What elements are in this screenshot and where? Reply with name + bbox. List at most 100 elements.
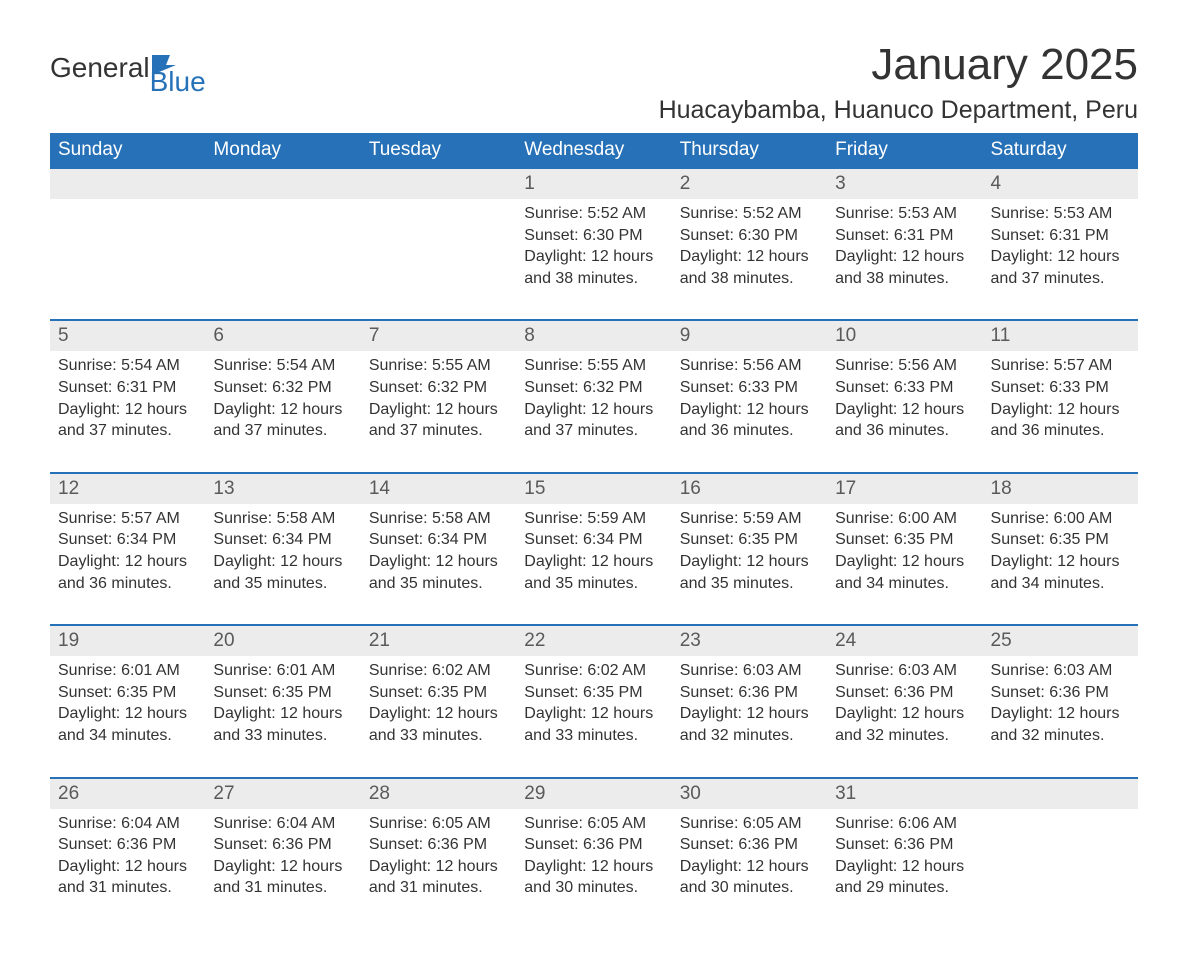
sunset-text: Sunset: 6:33 PM xyxy=(991,377,1130,399)
day-number: 8 xyxy=(516,321,671,351)
calendar-day-cell: 29Sunrise: 6:05 AMSunset: 6:36 PMDayligh… xyxy=(516,778,671,929)
calendar-header-row: Sunday Monday Tuesday Wednesday Thursday… xyxy=(50,133,1138,168)
calendar-day-cell: 10Sunrise: 5:56 AMSunset: 6:33 PMDayligh… xyxy=(827,320,982,472)
daylight-text: Daylight: 12 hours and 33 minutes. xyxy=(524,703,663,746)
day-header-wednesday: Wednesday xyxy=(516,133,671,168)
day-header-tuesday: Tuesday xyxy=(361,133,516,168)
day-content: Sunrise: 5:53 AMSunset: 6:31 PMDaylight:… xyxy=(827,199,982,319)
day-content: Sunrise: 6:01 AMSunset: 6:35 PMDaylight:… xyxy=(205,656,360,776)
calendar-week-row: 26Sunrise: 6:04 AMSunset: 6:36 PMDayligh… xyxy=(50,778,1138,929)
daylight-text: Daylight: 12 hours and 32 minutes. xyxy=(991,703,1130,746)
calendar-day-cell: 2Sunrise: 5:52 AMSunset: 6:30 PMDaylight… xyxy=(672,168,827,320)
logo-text-blue: Blue xyxy=(150,66,206,98)
daylight-text: Daylight: 12 hours and 37 minutes. xyxy=(524,399,663,442)
sunrise-text: Sunrise: 6:03 AM xyxy=(680,660,819,682)
sunset-text: Sunset: 6:34 PM xyxy=(213,529,352,551)
sunset-text: Sunset: 6:35 PM xyxy=(991,529,1130,551)
day-number: 30 xyxy=(672,779,827,809)
day-content: Sunrise: 6:04 AMSunset: 6:36 PMDaylight:… xyxy=(205,809,360,929)
calendar-day-cell: 30Sunrise: 6:05 AMSunset: 6:36 PMDayligh… xyxy=(672,778,827,929)
sunrise-text: Sunrise: 5:52 AM xyxy=(524,203,663,225)
calendar-day-cell: 1Sunrise: 5:52 AMSunset: 6:30 PMDaylight… xyxy=(516,168,671,320)
sunset-text: Sunset: 6:35 PM xyxy=(213,682,352,704)
daylight-text: Daylight: 12 hours and 32 minutes. xyxy=(835,703,974,746)
day-number: 17 xyxy=(827,474,982,504)
sunset-text: Sunset: 6:30 PM xyxy=(524,225,663,247)
calendar-day-cell: 17Sunrise: 6:00 AMSunset: 6:35 PMDayligh… xyxy=(827,473,982,625)
sunrise-text: Sunrise: 6:04 AM xyxy=(58,813,197,835)
calendar-day-cell: 12Sunrise: 5:57 AMSunset: 6:34 PMDayligh… xyxy=(50,473,205,625)
day-header-friday: Friday xyxy=(827,133,982,168)
calendar-day-cell: 22Sunrise: 6:02 AMSunset: 6:35 PMDayligh… xyxy=(516,625,671,777)
daylight-text: Daylight: 12 hours and 33 minutes. xyxy=(213,703,352,746)
day-number: 19 xyxy=(50,626,205,656)
sunrise-text: Sunrise: 6:02 AM xyxy=(369,660,508,682)
calendar-day-cell: 13Sunrise: 5:58 AMSunset: 6:34 PMDayligh… xyxy=(205,473,360,625)
sunrise-text: Sunrise: 6:03 AM xyxy=(991,660,1130,682)
sunset-text: Sunset: 6:35 PM xyxy=(524,682,663,704)
sunset-text: Sunset: 6:35 PM xyxy=(680,529,819,551)
calendar-day-cell: 3Sunrise: 5:53 AMSunset: 6:31 PMDaylight… xyxy=(827,168,982,320)
day-content: Sunrise: 5:56 AMSunset: 6:33 PMDaylight:… xyxy=(672,351,827,471)
sunrise-text: Sunrise: 5:58 AM xyxy=(213,508,352,530)
day-number: 26 xyxy=(50,779,205,809)
daylight-text: Daylight: 12 hours and 34 minutes. xyxy=(58,703,197,746)
sunrise-text: Sunrise: 5:55 AM xyxy=(369,355,508,377)
daylight-text: Daylight: 12 hours and 36 minutes. xyxy=(58,551,197,594)
day-number: 7 xyxy=(361,321,516,351)
sunrise-text: Sunrise: 6:01 AM xyxy=(213,660,352,682)
day-number: 1 xyxy=(516,169,671,199)
daylight-text: Daylight: 12 hours and 37 minutes. xyxy=(369,399,508,442)
daylight-text: Daylight: 12 hours and 34 minutes. xyxy=(991,551,1130,594)
calendar-day-cell: 7Sunrise: 5:55 AMSunset: 6:32 PMDaylight… xyxy=(361,320,516,472)
sunrise-text: Sunrise: 5:52 AM xyxy=(680,203,819,225)
daylight-text: Daylight: 12 hours and 37 minutes. xyxy=(991,246,1130,289)
daylight-text: Daylight: 12 hours and 33 minutes. xyxy=(369,703,508,746)
day-number-empty xyxy=(361,169,516,199)
sunrise-text: Sunrise: 6:00 AM xyxy=(835,508,974,530)
sunset-text: Sunset: 6:35 PM xyxy=(58,682,197,704)
day-header-thursday: Thursday xyxy=(672,133,827,168)
day-number: 13 xyxy=(205,474,360,504)
calendar-day-cell: 26Sunrise: 6:04 AMSunset: 6:36 PMDayligh… xyxy=(50,778,205,929)
sunrise-text: Sunrise: 6:05 AM xyxy=(369,813,508,835)
sunrise-text: Sunrise: 5:56 AM xyxy=(680,355,819,377)
day-content: Sunrise: 6:00 AMSunset: 6:35 PMDaylight:… xyxy=(827,504,982,624)
sunrise-text: Sunrise: 5:53 AM xyxy=(991,203,1130,225)
day-content: Sunrise: 5:52 AMSunset: 6:30 PMDaylight:… xyxy=(516,199,671,319)
day-content: Sunrise: 5:59 AMSunset: 6:35 PMDaylight:… xyxy=(672,504,827,624)
daylight-text: Daylight: 12 hours and 31 minutes. xyxy=(58,856,197,899)
day-content: Sunrise: 5:54 AMSunset: 6:31 PMDaylight:… xyxy=(50,351,205,471)
daylight-text: Daylight: 12 hours and 38 minutes. xyxy=(680,246,819,289)
sunrise-text: Sunrise: 5:53 AM xyxy=(835,203,974,225)
sunset-text: Sunset: 6:35 PM xyxy=(369,682,508,704)
day-content: Sunrise: 6:03 AMSunset: 6:36 PMDaylight:… xyxy=(672,656,827,776)
location-title: Huacaybamba, Huanuco Department, Peru xyxy=(659,96,1138,125)
sunset-text: Sunset: 6:34 PM xyxy=(369,529,508,551)
sunset-text: Sunset: 6:31 PM xyxy=(991,225,1130,247)
sunrise-text: Sunrise: 6:06 AM xyxy=(835,813,974,835)
calendar-day-cell: 31Sunrise: 6:06 AMSunset: 6:36 PMDayligh… xyxy=(827,778,982,929)
day-number: 4 xyxy=(983,169,1138,199)
day-content: Sunrise: 5:57 AMSunset: 6:33 PMDaylight:… xyxy=(983,351,1138,471)
day-content: Sunrise: 5:54 AMSunset: 6:32 PMDaylight:… xyxy=(205,351,360,471)
sunrise-text: Sunrise: 6:04 AM xyxy=(213,813,352,835)
sunset-text: Sunset: 6:36 PM xyxy=(680,682,819,704)
day-content: Sunrise: 6:03 AMSunset: 6:36 PMDaylight:… xyxy=(983,656,1138,776)
logo: General Blue xyxy=(50,52,238,84)
sunrise-text: Sunrise: 5:59 AM xyxy=(680,508,819,530)
daylight-text: Daylight: 12 hours and 35 minutes. xyxy=(369,551,508,594)
sunset-text: Sunset: 6:31 PM xyxy=(58,377,197,399)
day-content-empty xyxy=(205,199,360,279)
calendar-day-cell xyxy=(50,168,205,320)
calendar-week-row: 1Sunrise: 5:52 AMSunset: 6:30 PMDaylight… xyxy=(50,168,1138,320)
sunrise-text: Sunrise: 5:57 AM xyxy=(991,355,1130,377)
day-number: 5 xyxy=(50,321,205,351)
day-number: 23 xyxy=(672,626,827,656)
sunrise-text: Sunrise: 6:05 AM xyxy=(680,813,819,835)
sunset-text: Sunset: 6:30 PM xyxy=(680,225,819,247)
sunset-text: Sunset: 6:36 PM xyxy=(680,834,819,856)
day-number: 20 xyxy=(205,626,360,656)
header: General Blue January 2025 Huacaybamba, H… xyxy=(50,40,1138,125)
day-number-empty xyxy=(205,169,360,199)
